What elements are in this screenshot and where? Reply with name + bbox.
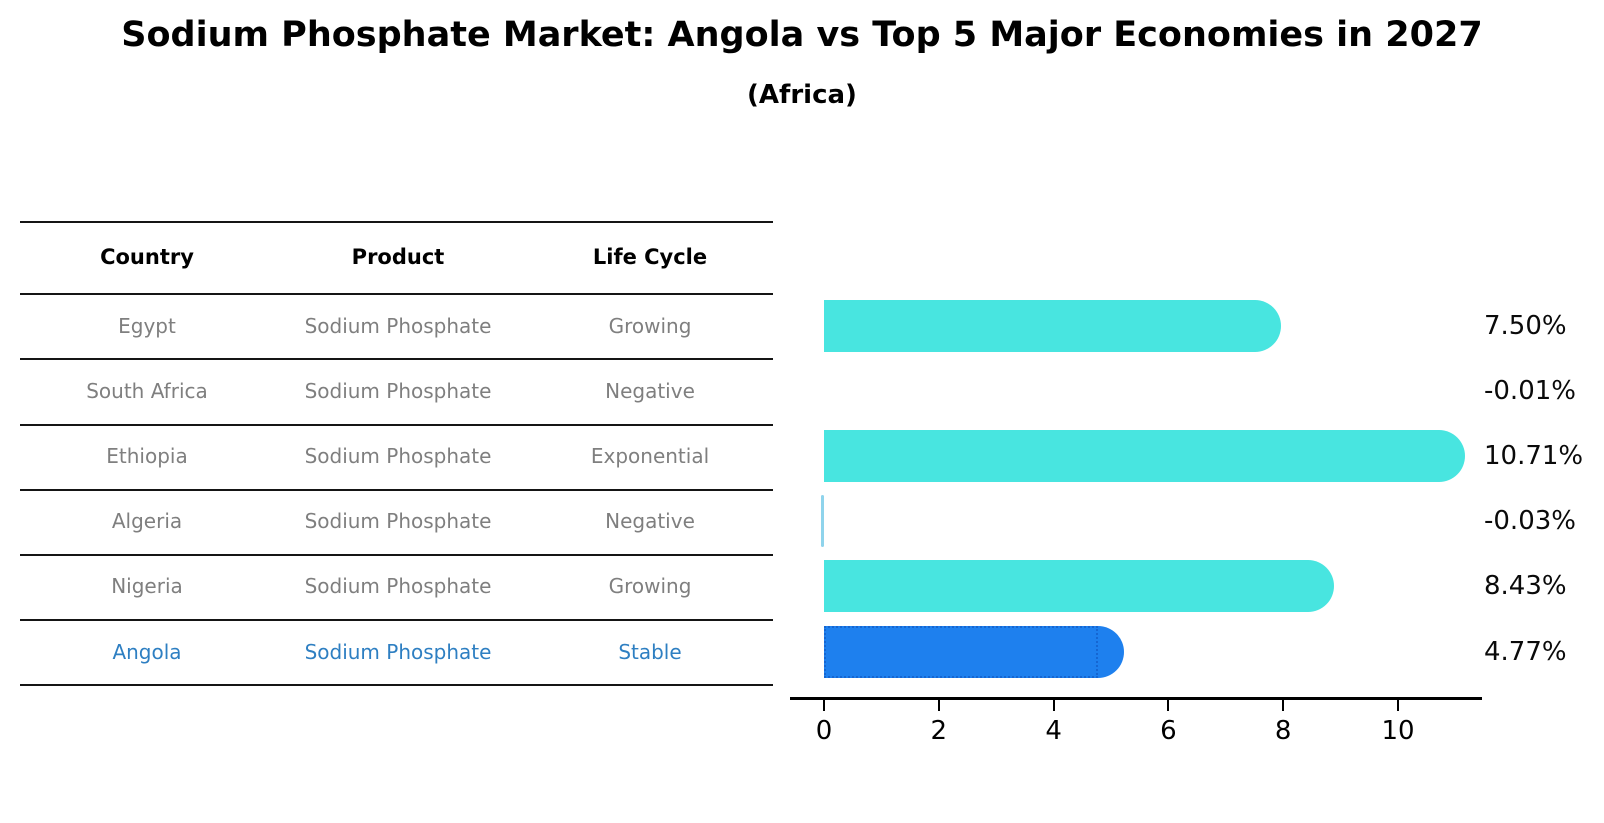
value-label: 8.43% — [1484, 571, 1567, 601]
column-header-product: Product — [351, 245, 445, 269]
table-line — [20, 489, 773, 491]
cell-product: Sodium Phosphate — [304, 509, 492, 533]
table-line — [20, 358, 773, 360]
cell-lifecycle: Growing — [608, 314, 692, 338]
cell-country: Nigeria — [111, 574, 183, 598]
cell-country: Algeria — [111, 509, 183, 533]
bar-algeria — [821, 495, 824, 547]
x-tick — [1167, 700, 1170, 711]
bar-nigeria — [824, 560, 1334, 612]
x-tick-label: 8 — [1274, 716, 1292, 746]
cell-product: Sodium Phosphate — [304, 314, 492, 338]
x-tick — [1397, 700, 1399, 711]
x-axis-line — [790, 697, 1482, 700]
table-line — [20, 619, 773, 621]
cell-lifecycle: Exponential — [590, 444, 710, 468]
bar-angola — [824, 626, 1124, 678]
cell-country: South Africa — [86, 379, 208, 403]
cell-product: Sodium Phosphate — [304, 444, 492, 468]
cell-product: Sodium Phosphate — [304, 640, 492, 664]
x-tick — [1282, 700, 1285, 711]
table-line — [20, 221, 773, 223]
x-tick — [823, 700, 825, 711]
table-line — [20, 554, 773, 556]
value-label: 7.50% — [1484, 311, 1567, 341]
bar-egypt — [824, 300, 1281, 352]
bar-ethiopia — [824, 430, 1465, 482]
table-line — [20, 424, 773, 426]
value-label: -0.03% — [1484, 506, 1576, 536]
x-tick-label: 10 — [1381, 716, 1415, 746]
cell-lifecycle: Negative — [605, 509, 695, 533]
column-header-lifecycle: Life Cycle — [592, 245, 708, 269]
cell-lifecycle: Stable — [618, 640, 682, 664]
cell-country: Ethiopia — [106, 444, 188, 468]
value-label: 10.71% — [1484, 441, 1584, 471]
chart-title: Sodium Phosphate Market: Angola vs Top 5… — [121, 15, 1483, 55]
chart-subtitle: (Africa) — [747, 80, 857, 110]
value-label: 4.77% — [1484, 637, 1567, 667]
cell-country: Angola — [112, 640, 182, 664]
table-line — [20, 293, 773, 295]
cell-lifecycle: Negative — [605, 379, 695, 403]
value-label: -0.01% — [1484, 376, 1576, 406]
table-line — [20, 684, 773, 686]
x-tick-label: 6 — [1160, 716, 1177, 746]
cell-country: Egypt — [118, 314, 176, 338]
x-tick-label: 4 — [1045, 716, 1062, 746]
x-tick — [937, 700, 940, 711]
highlight-dotted-outline — [824, 626, 1098, 678]
cell-product: Sodium Phosphate — [304, 379, 492, 403]
cell-product: Sodium Phosphate — [304, 574, 492, 598]
column-header-country: Country — [100, 245, 194, 269]
x-tick-label: 0 — [815, 716, 833, 746]
x-tick — [1052, 700, 1055, 711]
cell-lifecycle: Growing — [608, 574, 692, 598]
x-tick-label: 2 — [930, 716, 948, 746]
